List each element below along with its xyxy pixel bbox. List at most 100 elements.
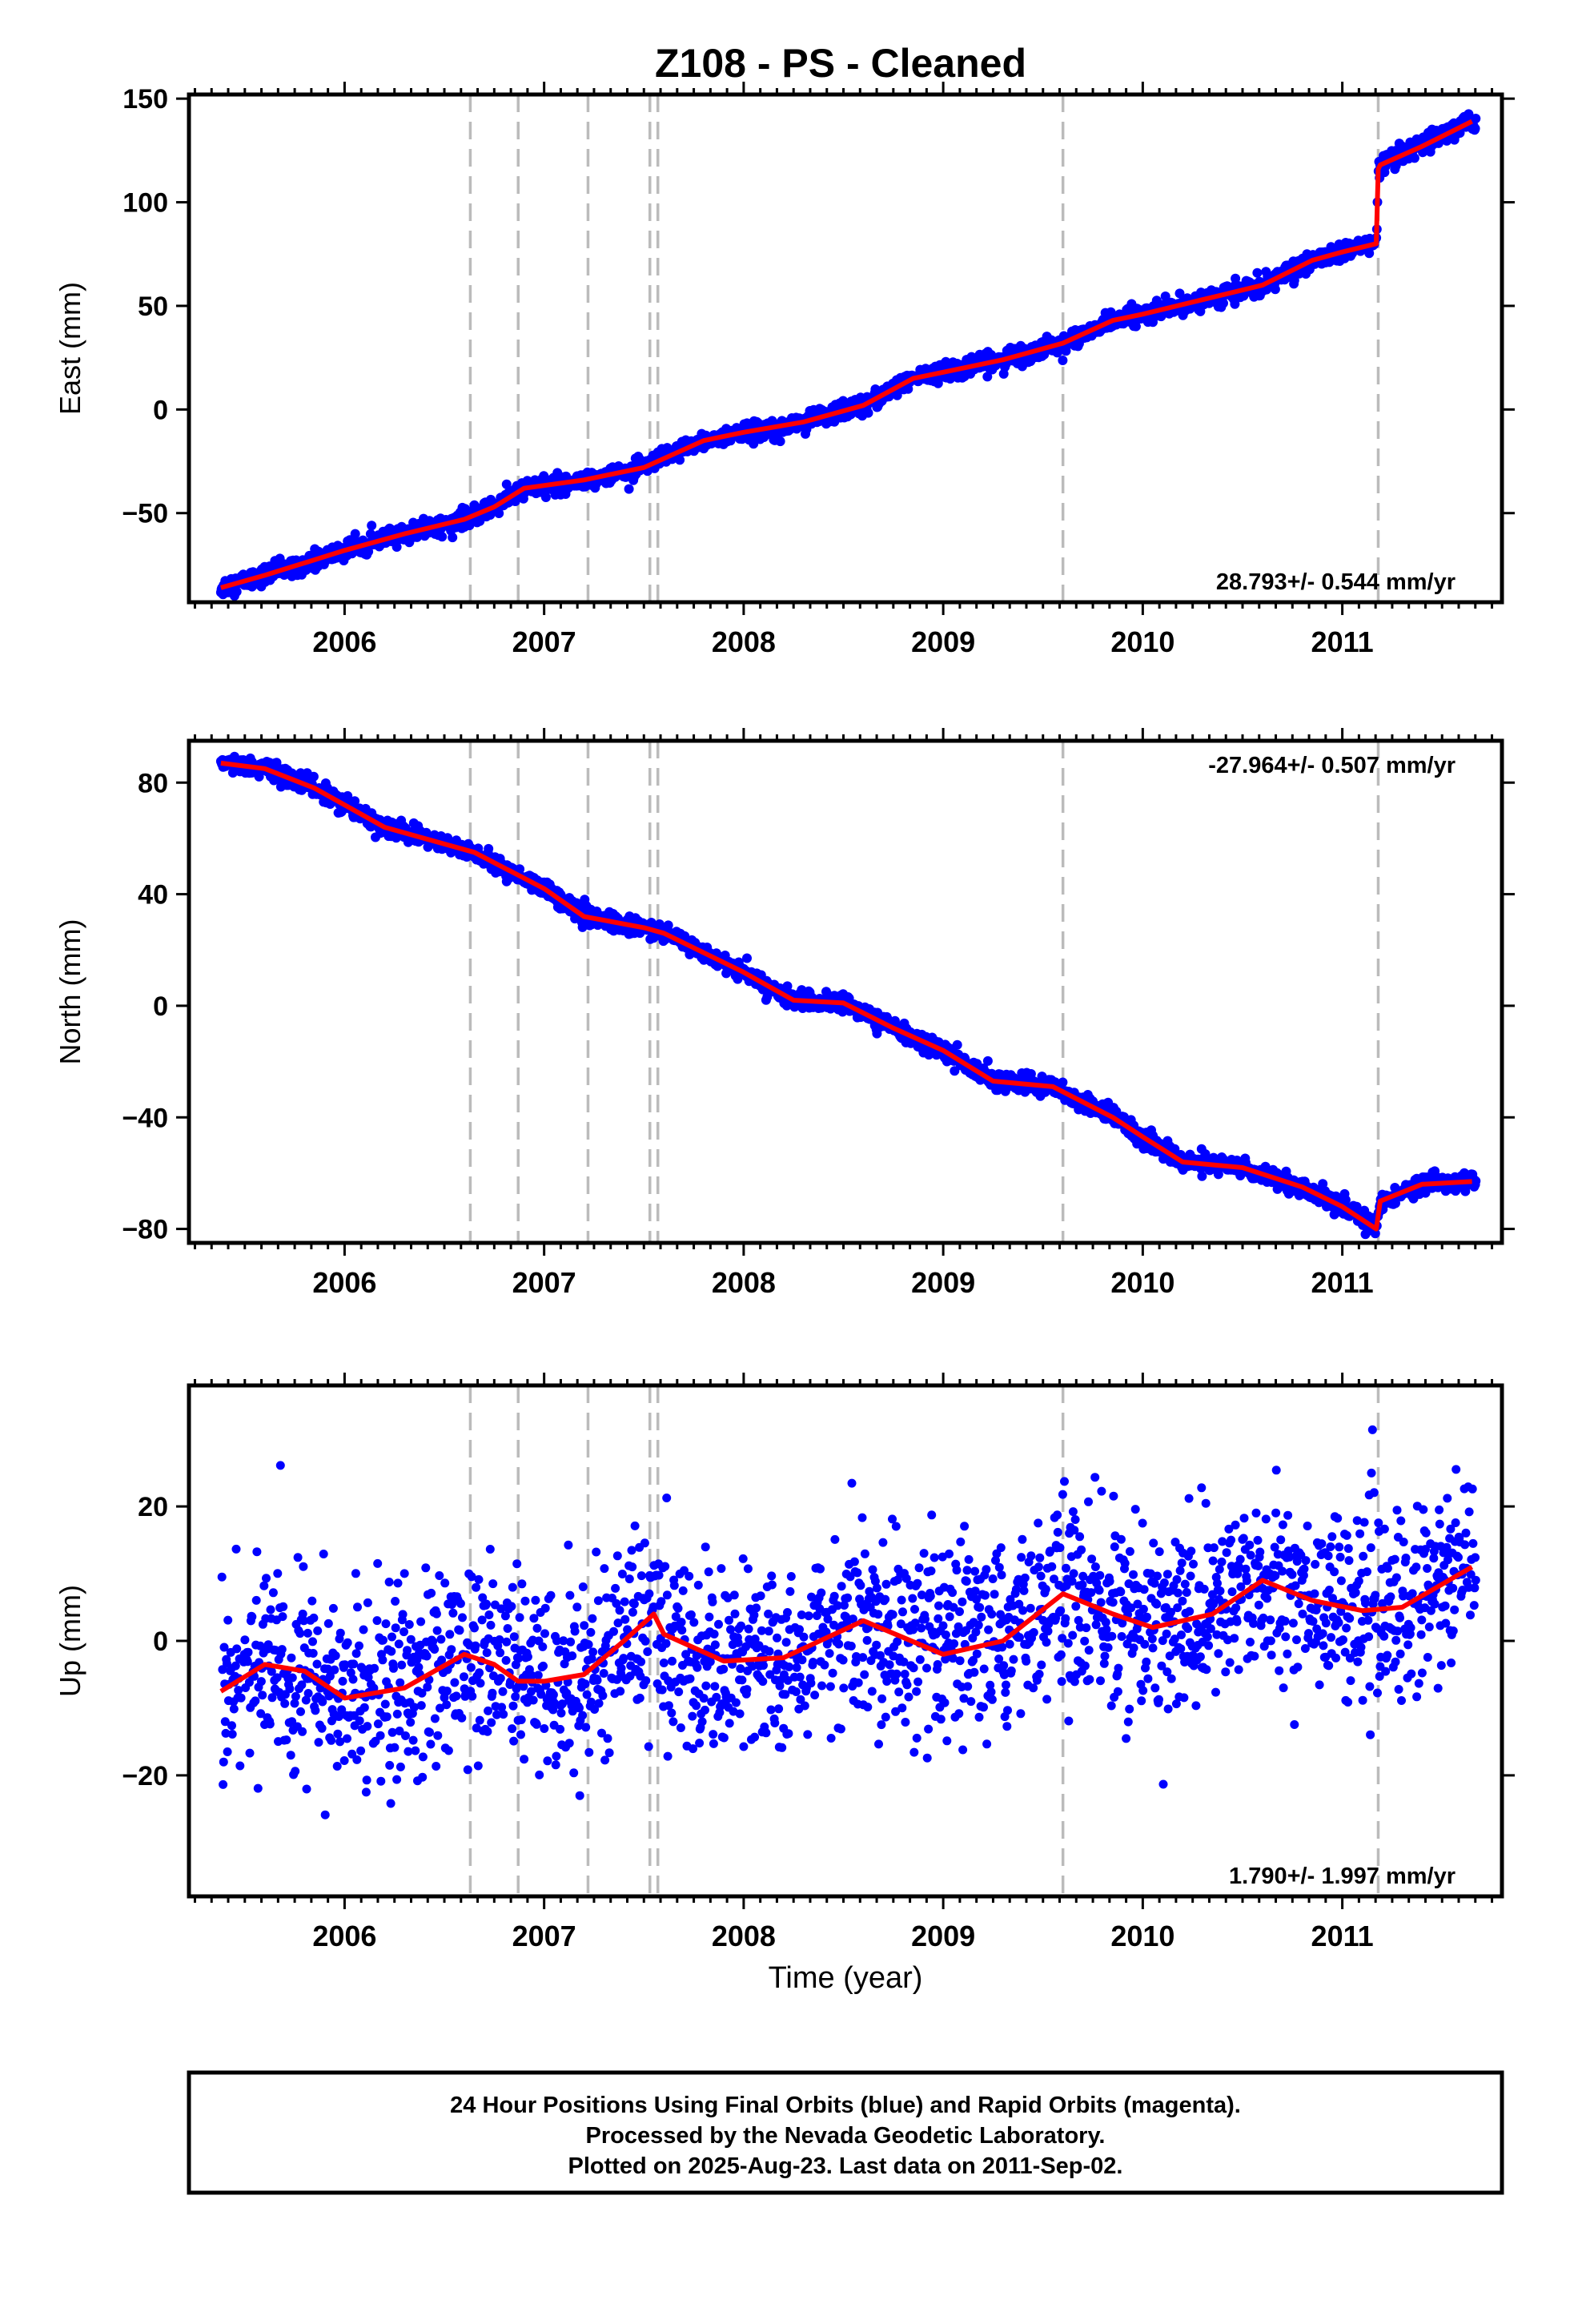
data-point xyxy=(475,1668,484,1678)
data-point xyxy=(477,1615,487,1625)
data-point xyxy=(313,1626,323,1635)
data-point xyxy=(219,1642,229,1652)
y-tick-label: 80 xyxy=(138,768,168,798)
data-point xyxy=(280,1699,290,1708)
rate-label: 28.793+/- 0.544 mm/yr xyxy=(1216,569,1456,595)
data-point xyxy=(363,1722,372,1731)
data-point xyxy=(375,1731,385,1740)
data-point xyxy=(484,1706,493,1715)
data-point xyxy=(384,1578,394,1586)
data-point xyxy=(293,1553,303,1562)
data-point xyxy=(219,1757,228,1767)
data-point xyxy=(501,479,512,489)
data-point xyxy=(256,1677,266,1687)
data-point xyxy=(387,1727,397,1737)
data-point xyxy=(353,1602,362,1612)
data-point xyxy=(311,1706,320,1715)
data-point xyxy=(362,1775,371,1785)
data-point xyxy=(221,1728,231,1738)
data-point xyxy=(334,1712,343,1721)
data-point xyxy=(330,1665,339,1675)
data-point xyxy=(387,1647,396,1656)
data-point xyxy=(863,408,873,418)
data-point xyxy=(308,1637,317,1647)
data-point xyxy=(391,1597,400,1606)
data-point xyxy=(240,1635,250,1645)
data-point xyxy=(458,1613,467,1622)
data-point xyxy=(396,1678,405,1687)
plot-area xyxy=(215,94,1481,602)
data-point xyxy=(499,1710,508,1719)
data-point xyxy=(278,1612,287,1622)
y-tick-label: 0 xyxy=(153,991,168,1022)
data-point xyxy=(624,484,634,494)
data-point xyxy=(442,1700,452,1710)
data-point xyxy=(352,1755,362,1764)
data-point xyxy=(268,1588,278,1598)
data-point xyxy=(436,1634,446,1644)
data-point xyxy=(442,1687,452,1696)
data-point xyxy=(483,1727,492,1736)
data-point xyxy=(430,1714,440,1723)
data-point xyxy=(471,1641,480,1651)
data-point xyxy=(277,1645,287,1655)
data-point xyxy=(251,1595,261,1605)
data-point xyxy=(409,1703,419,1712)
data-point xyxy=(285,1684,295,1694)
y-tick-label: −50 xyxy=(122,499,168,529)
data-point xyxy=(476,1679,485,1688)
data-point xyxy=(220,1717,230,1727)
data-point xyxy=(349,1659,359,1669)
data-point xyxy=(742,953,752,963)
data-point xyxy=(356,1746,366,1755)
data-point xyxy=(1471,114,1481,123)
data-point xyxy=(236,1693,246,1703)
data-point xyxy=(448,1608,458,1618)
data-point xyxy=(308,771,319,782)
data-point xyxy=(448,1600,456,1609)
plot-area xyxy=(217,1385,1480,1896)
data-point xyxy=(303,1628,312,1638)
data-point xyxy=(359,1625,368,1634)
data-points xyxy=(215,751,1481,1240)
data-point xyxy=(307,1596,317,1606)
y-tick-label: −80 xyxy=(122,1215,168,1245)
data-point xyxy=(367,521,377,531)
data-point xyxy=(350,796,360,806)
data-point xyxy=(273,1569,283,1578)
data-point xyxy=(675,455,685,465)
data-point xyxy=(1026,1069,1036,1079)
data-point xyxy=(229,1704,239,1714)
data-point xyxy=(432,1626,442,1635)
data-point xyxy=(298,1609,307,1618)
y-tick-label: 40 xyxy=(138,880,168,911)
data-point xyxy=(287,1673,297,1683)
data-point xyxy=(234,1686,243,1695)
data-point xyxy=(243,1647,253,1657)
data-point xyxy=(258,1691,267,1700)
data-point xyxy=(301,1695,311,1705)
data-point xyxy=(378,1655,387,1665)
data-point xyxy=(290,1699,299,1708)
data-point xyxy=(262,1574,271,1583)
data-point xyxy=(1364,248,1375,259)
data-point xyxy=(253,1783,263,1793)
data-point xyxy=(418,1752,428,1762)
data-point xyxy=(309,1613,319,1622)
data-point xyxy=(1471,1176,1481,1186)
data-point xyxy=(328,1603,338,1613)
data-point xyxy=(312,1659,322,1669)
data-point xyxy=(335,1737,345,1747)
data-point xyxy=(404,1747,413,1756)
data-point xyxy=(265,1719,275,1729)
data-point xyxy=(398,1610,408,1619)
data-point xyxy=(323,1664,333,1674)
data-point xyxy=(217,1572,227,1582)
data-point xyxy=(267,1693,277,1703)
data-point xyxy=(351,1649,361,1659)
data-point xyxy=(467,1572,476,1582)
data-point xyxy=(343,1638,352,1647)
data-point xyxy=(340,1660,350,1670)
